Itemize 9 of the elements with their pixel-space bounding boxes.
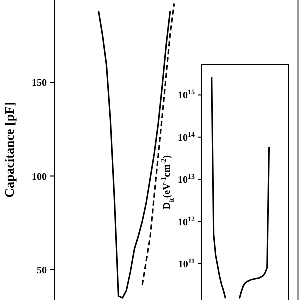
y-tick-label: 150 — [32, 78, 47, 89]
y-tick-label: 10$^{13}$ — [178, 173, 196, 186]
y-tick-label: 10$^{14}$ — [178, 130, 196, 144]
y-tick-label: 100 — [32, 172, 47, 183]
y-tick-label: 50 — [37, 266, 47, 276]
y-tick-label: 10$^{11}$ — [178, 257, 196, 270]
y-axis-title: Capacitance [pF] — [2, 102, 17, 198]
y-tick-label: 10$^{15}$ — [178, 88, 196, 102]
y-tick-label: 10$^{12}$ — [178, 215, 196, 228]
